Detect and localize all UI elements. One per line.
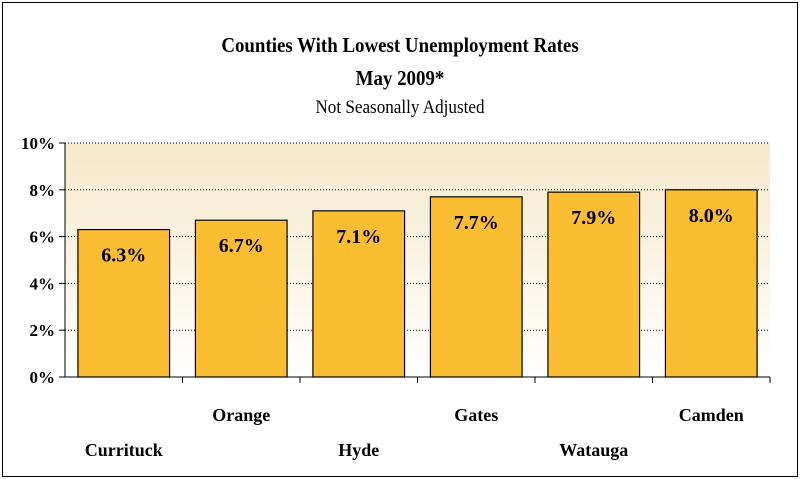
y-tick-label: 8% — [30, 181, 56, 200]
y-tick-label: 2% — [30, 321, 56, 340]
chart-subtitle: May 2009* — [355, 66, 445, 90]
data-label: 7.9% — [571, 207, 616, 229]
y-tick-label: 6% — [30, 228, 56, 247]
x-category-label: Hyde — [338, 440, 379, 460]
x-category-label: Camden — [679, 405, 744, 425]
bar-orange — [194, 219, 288, 378]
data-label: 6.3% — [101, 245, 146, 267]
bar-camden — [664, 189, 758, 378]
gridlines — [65, 142, 770, 331]
bars — [77, 189, 758, 378]
axes: 0% 2% 4% 6% 8% 10% Currituck Orange Hyde Gates Wat… — [21, 134, 771, 460]
data-label: 8.0% — [689, 205, 734, 227]
data-label: 7.7% — [454, 212, 499, 234]
x-category-label: Watauga — [559, 440, 628, 460]
plot-area — [65, 143, 770, 377]
y-tick-label: 10% — [21, 134, 55, 153]
x-category-label: Orange — [212, 405, 270, 425]
data-labels: 6.3% 6.7% 7.1% 7.7% 7.9% 8.0% — [101, 205, 734, 267]
bar-hyde — [312, 210, 406, 378]
bar-watauga — [547, 191, 641, 378]
chart-note: Not Seasonally Adjusted — [315, 97, 485, 118]
data-label: 6.7% — [219, 235, 264, 257]
x-category-label: Gates — [454, 405, 498, 425]
y-tick-label: 4% — [30, 274, 56, 293]
bar-currituck — [77, 228, 171, 378]
chart-title: Counties With Lowest Unemployment Rates — [221, 33, 579, 57]
y-tick-label: 0% — [30, 368, 56, 387]
bar-gates — [429, 196, 523, 378]
x-category-label: Currituck — [85, 440, 163, 460]
data-label: 7.1% — [336, 226, 381, 248]
